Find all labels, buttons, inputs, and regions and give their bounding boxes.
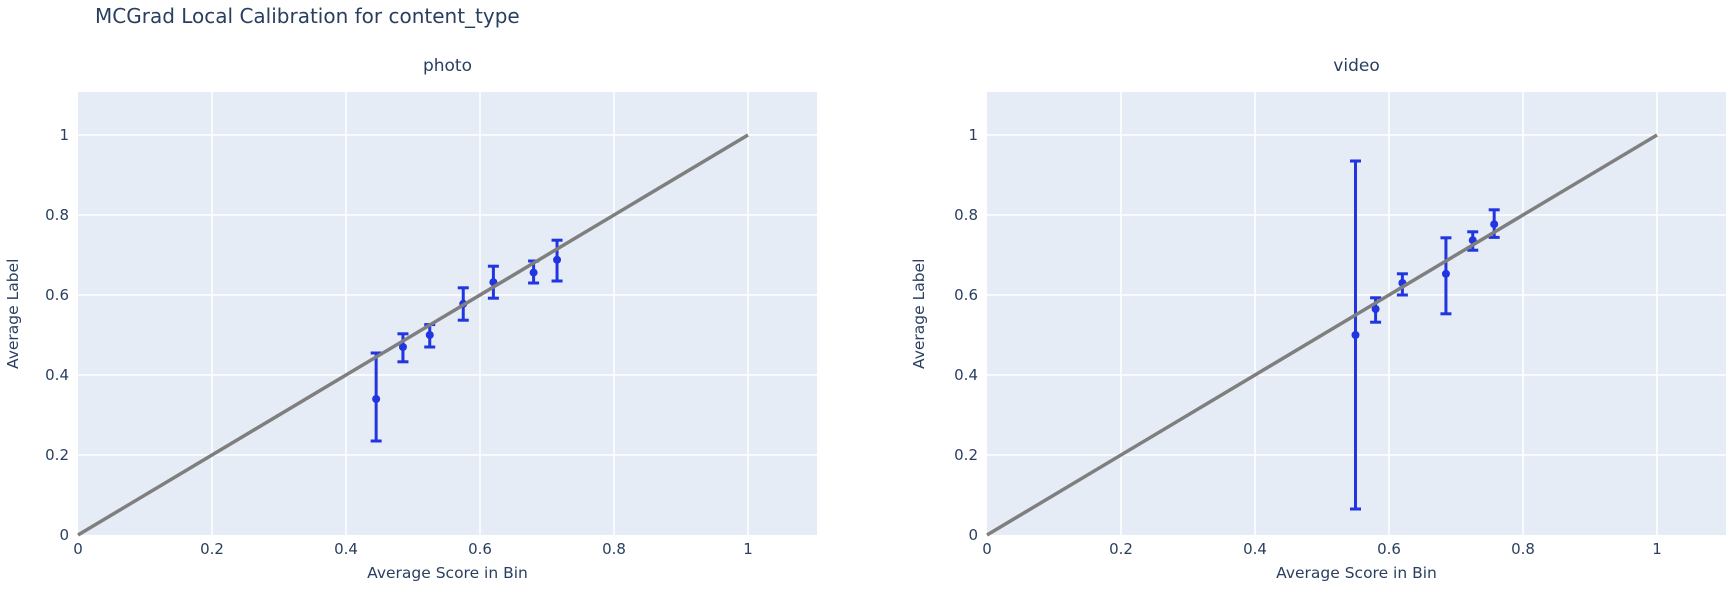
x-axis-title-video: Average Score in Bin <box>1276 564 1437 582</box>
x-tick-label: 0 <box>982 540 992 558</box>
y-tick-label: 0.6 <box>45 286 69 304</box>
y-tick-label: 1 <box>59 126 69 144</box>
x-tick-label: 0.6 <box>1377 540 1401 558</box>
figure-title: MCGrad Local Calibration for content_typ… <box>95 4 520 28</box>
y-tick-label: 0.8 <box>45 206 69 224</box>
y-tick-label: 0.2 <box>45 446 69 464</box>
data-point <box>398 343 407 351</box>
y-tick-label: 0.2 <box>954 446 978 464</box>
y-tick-label: 0.4 <box>45 366 69 384</box>
data-point <box>529 268 538 277</box>
x-tick-label: 0 <box>73 540 83 558</box>
data-point <box>1371 305 1380 313</box>
x-axis-title-photo: Average Score in Bin <box>367 564 528 582</box>
x-tick-label: 0.2 <box>200 540 224 558</box>
y-tick-label: 0 <box>968 526 978 544</box>
data-point <box>553 255 562 264</box>
x-tick-label: 0.4 <box>334 540 358 558</box>
data-point <box>1490 220 1499 229</box>
y-tick-label: 0 <box>59 526 69 544</box>
x-tick-label: 0.6 <box>468 540 492 558</box>
x-tick-label: 0.2 <box>1109 540 1133 558</box>
subplot-title-video: video <box>1333 56 1380 76</box>
x-tick-label: 0.8 <box>1511 540 1535 558</box>
y-tick-label: 0.8 <box>954 206 978 224</box>
data-point <box>372 395 381 403</box>
x-tick-label: 1 <box>1652 540 1662 558</box>
data-point <box>1441 269 1450 278</box>
reference-line <box>986 133 1658 537</box>
y-tick-label: 0.4 <box>954 366 978 384</box>
x-tick-label: 1 <box>743 540 753 558</box>
x-tick-label: 0.8 <box>602 540 626 558</box>
data-point <box>425 331 434 339</box>
x-tick-label: 0.4 <box>1243 540 1267 558</box>
subplot-title-photo: photo <box>422 56 473 76</box>
y-tick-label: 1 <box>968 126 978 144</box>
reference-line <box>77 133 749 537</box>
data-point <box>1351 331 1360 339</box>
y-tick-label: 0.6 <box>954 286 978 304</box>
